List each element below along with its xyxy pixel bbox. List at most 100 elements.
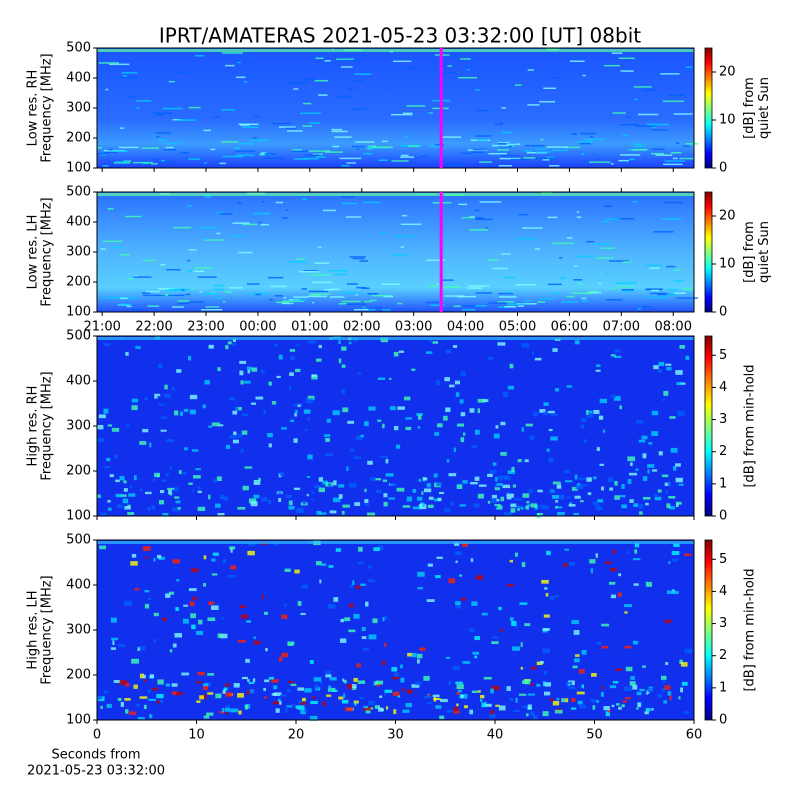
speckle <box>290 355 295 361</box>
speckle <box>124 600 132 606</box>
speckle <box>537 301 546 303</box>
speckle <box>621 290 634 292</box>
speckle <box>293 487 301 490</box>
speckle <box>522 680 528 684</box>
speckle <box>285 495 292 498</box>
speckle <box>225 345 229 350</box>
speckle <box>571 133 577 135</box>
speckle <box>637 702 641 708</box>
speckle <box>521 343 530 348</box>
speckle <box>469 628 475 633</box>
speckle <box>312 301 315 304</box>
speckle <box>133 276 152 278</box>
speckle <box>482 399 489 403</box>
speckle <box>685 355 690 360</box>
speckle <box>210 148 216 151</box>
speckle <box>582 74 586 77</box>
speckle <box>633 86 652 88</box>
speckle <box>454 542 460 546</box>
speckle <box>292 150 308 153</box>
speckle <box>477 398 486 403</box>
speckle <box>307 454 313 460</box>
speckle <box>685 66 693 68</box>
speckle <box>338 484 345 488</box>
speckle <box>325 674 332 678</box>
speckle <box>298 700 304 704</box>
speckle <box>189 394 198 400</box>
speckle <box>646 288 663 290</box>
speckle <box>524 679 531 685</box>
speckle <box>238 143 254 145</box>
speckle <box>237 693 244 698</box>
speckle <box>384 689 393 693</box>
speckle <box>175 500 181 504</box>
speckle <box>147 305 160 307</box>
speckle <box>622 134 628 137</box>
speckle <box>530 683 534 686</box>
speckle <box>224 707 231 712</box>
speckle <box>219 162 227 165</box>
speckle <box>599 398 608 404</box>
speckle <box>142 546 151 551</box>
speckle <box>296 344 300 347</box>
speckle <box>520 642 523 647</box>
speckle <box>160 294 175 296</box>
speckle <box>647 687 654 693</box>
speckle <box>157 554 162 559</box>
speckle <box>666 367 672 371</box>
speckle <box>427 563 433 567</box>
x-tick-label: 50 <box>586 728 603 743</box>
speckle <box>116 504 123 509</box>
speckle <box>306 493 309 497</box>
speckle <box>144 603 150 609</box>
speckle <box>100 512 107 517</box>
y-tick-label: 200 <box>66 275 91 290</box>
speckle <box>460 152 472 155</box>
speckle <box>548 428 553 432</box>
speckle <box>368 145 377 148</box>
speckle <box>215 503 221 508</box>
speckle <box>539 298 556 300</box>
speckle <box>448 578 456 584</box>
hot-band <box>97 193 694 196</box>
speckle <box>192 475 201 479</box>
speckle <box>678 483 684 486</box>
speckle <box>460 371 466 377</box>
speckle <box>160 264 166 266</box>
speckle <box>383 501 388 507</box>
speckle <box>402 505 411 508</box>
speckle <box>402 112 413 115</box>
speckle <box>240 380 244 385</box>
speckle <box>221 109 236 111</box>
speckle <box>304 78 317 81</box>
speckle <box>475 135 492 137</box>
speckle <box>279 471 285 477</box>
y-tick-label: 400 <box>66 578 91 593</box>
speckle <box>352 580 355 586</box>
speckle <box>204 239 225 241</box>
speckle <box>275 201 284 204</box>
speckle <box>542 648 550 654</box>
speckle <box>337 96 351 99</box>
speckle <box>477 493 484 499</box>
speckle <box>455 605 461 609</box>
speckle <box>400 246 404 248</box>
speckle <box>198 619 203 625</box>
speckle <box>328 483 332 488</box>
speckle <box>651 410 659 416</box>
speckle <box>680 687 684 693</box>
speckle <box>374 478 382 481</box>
speckle <box>639 504 644 510</box>
speckle <box>110 647 116 650</box>
speckle <box>221 141 239 143</box>
speckle <box>453 305 461 308</box>
speckle <box>619 123 639 126</box>
speckle <box>534 248 541 250</box>
speckle <box>525 713 529 717</box>
speckle <box>240 614 248 619</box>
hot-band <box>97 541 694 544</box>
speckle <box>444 508 451 513</box>
speckle <box>597 499 604 503</box>
y-tick-label: 200 <box>66 131 91 146</box>
speckle <box>195 468 201 471</box>
